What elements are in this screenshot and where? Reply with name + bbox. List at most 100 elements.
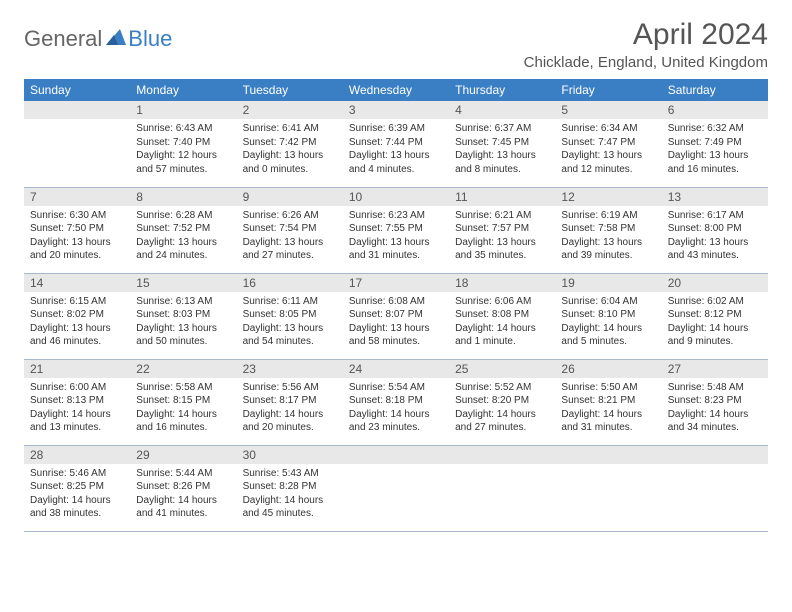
day-number: 14 bbox=[24, 274, 130, 292]
day-number: 30 bbox=[237, 446, 343, 464]
title-block: April 2024 Chicklade, England, United Ki… bbox=[524, 18, 768, 71]
sunrise-text: Sunrise: 6:04 AM bbox=[561, 295, 655, 309]
daylight-text-1: Daylight: 12 hours bbox=[136, 149, 230, 163]
sunrise-text: Sunrise: 6:34 AM bbox=[561, 122, 655, 136]
daylight-text-1: Daylight: 13 hours bbox=[349, 322, 443, 336]
calendar-day-cell: 11Sunrise: 6:21 AMSunset: 7:57 PMDayligh… bbox=[449, 187, 555, 273]
daylight-text-1: Daylight: 14 hours bbox=[668, 322, 762, 336]
weekday-header: Monday bbox=[130, 79, 236, 101]
day-body: Sunrise: 6:04 AMSunset: 8:10 PMDaylight:… bbox=[555, 292, 661, 352]
day-number: 15 bbox=[130, 274, 236, 292]
day-number: 1 bbox=[130, 101, 236, 119]
day-number: 21 bbox=[24, 360, 130, 378]
daylight-text-1: Daylight: 14 hours bbox=[136, 408, 230, 422]
sunrise-text: Sunrise: 6:30 AM bbox=[30, 209, 124, 223]
sunset-text: Sunset: 8:03 PM bbox=[136, 308, 230, 322]
daylight-text-2: and 20 minutes. bbox=[30, 249, 124, 263]
calendar-day-cell: 17Sunrise: 6:08 AMSunset: 8:07 PMDayligh… bbox=[343, 273, 449, 359]
daylight-text-1: Daylight: 14 hours bbox=[243, 494, 337, 508]
sunset-text: Sunset: 8:23 PM bbox=[668, 394, 762, 408]
daylight-text-2: and 0 minutes. bbox=[243, 163, 337, 177]
sunrise-text: Sunrise: 6:43 AM bbox=[136, 122, 230, 136]
daylight-text-2: and 27 minutes. bbox=[455, 421, 549, 435]
daylight-text-1: Daylight: 13 hours bbox=[668, 236, 762, 250]
sunrise-text: Sunrise: 6:21 AM bbox=[455, 209, 549, 223]
sunset-text: Sunset: 7:49 PM bbox=[668, 136, 762, 150]
sunset-text: Sunset: 8:00 PM bbox=[668, 222, 762, 236]
calendar-table: SundayMondayTuesdayWednesdayThursdayFrid… bbox=[24, 79, 768, 532]
daylight-text-1: Daylight: 13 hours bbox=[349, 236, 443, 250]
daylight-text-1: Daylight: 14 hours bbox=[30, 494, 124, 508]
day-number-empty bbox=[343, 446, 449, 464]
sunset-text: Sunset: 8:10 PM bbox=[561, 308, 655, 322]
sunrise-text: Sunrise: 6:08 AM bbox=[349, 295, 443, 309]
logo-text-general: General bbox=[24, 26, 102, 52]
daylight-text-1: Daylight: 14 hours bbox=[561, 408, 655, 422]
sunrise-text: Sunrise: 5:56 AM bbox=[243, 381, 337, 395]
day-number: 28 bbox=[24, 446, 130, 464]
day-number-empty bbox=[24, 101, 130, 119]
weekday-header: Wednesday bbox=[343, 79, 449, 101]
calendar-day-cell bbox=[662, 445, 768, 531]
daylight-text-2: and 43 minutes. bbox=[668, 249, 762, 263]
day-body: Sunrise: 6:28 AMSunset: 7:52 PMDaylight:… bbox=[130, 206, 236, 266]
calendar-day-cell: 7Sunrise: 6:30 AMSunset: 7:50 PMDaylight… bbox=[24, 187, 130, 273]
daylight-text-1: Daylight: 13 hours bbox=[136, 322, 230, 336]
sunrise-text: Sunrise: 5:52 AM bbox=[455, 381, 549, 395]
calendar-day-cell: 25Sunrise: 5:52 AMSunset: 8:20 PMDayligh… bbox=[449, 359, 555, 445]
day-body: Sunrise: 6:34 AMSunset: 7:47 PMDaylight:… bbox=[555, 119, 661, 179]
logo: General Blue bbox=[24, 26, 172, 52]
day-body: Sunrise: 5:43 AMSunset: 8:28 PMDaylight:… bbox=[237, 464, 343, 524]
day-number: 25 bbox=[449, 360, 555, 378]
sunset-text: Sunset: 8:26 PM bbox=[136, 480, 230, 494]
daylight-text-2: and 9 minutes. bbox=[668, 335, 762, 349]
day-number: 2 bbox=[237, 101, 343, 119]
calendar-day-cell: 27Sunrise: 5:48 AMSunset: 8:23 PMDayligh… bbox=[662, 359, 768, 445]
weekday-header: Thursday bbox=[449, 79, 555, 101]
daylight-text-2: and 12 minutes. bbox=[561, 163, 655, 177]
day-body: Sunrise: 6:17 AMSunset: 8:00 PMDaylight:… bbox=[662, 206, 768, 266]
day-body: Sunrise: 5:50 AMSunset: 8:21 PMDaylight:… bbox=[555, 378, 661, 438]
sunset-text: Sunset: 8:28 PM bbox=[243, 480, 337, 494]
daylight-text-1: Daylight: 13 hours bbox=[30, 322, 124, 336]
calendar-day-cell: 8Sunrise: 6:28 AMSunset: 7:52 PMDaylight… bbox=[130, 187, 236, 273]
daylight-text-2: and 31 minutes. bbox=[561, 421, 655, 435]
daylight-text-2: and 4 minutes. bbox=[349, 163, 443, 177]
day-body: Sunrise: 5:46 AMSunset: 8:25 PMDaylight:… bbox=[24, 464, 130, 524]
day-body: Sunrise: 6:15 AMSunset: 8:02 PMDaylight:… bbox=[24, 292, 130, 352]
daylight-text-1: Daylight: 13 hours bbox=[561, 149, 655, 163]
sunrise-text: Sunrise: 6:41 AM bbox=[243, 122, 337, 136]
daylight-text-2: and 20 minutes. bbox=[243, 421, 337, 435]
daylight-text-2: and 27 minutes. bbox=[243, 249, 337, 263]
day-body: Sunrise: 6:13 AMSunset: 8:03 PMDaylight:… bbox=[130, 292, 236, 352]
sunrise-text: Sunrise: 6:32 AM bbox=[668, 122, 762, 136]
day-number: 18 bbox=[449, 274, 555, 292]
sunset-text: Sunset: 7:40 PM bbox=[136, 136, 230, 150]
calendar-day-cell: 6Sunrise: 6:32 AMSunset: 7:49 PMDaylight… bbox=[662, 101, 768, 187]
day-number: 16 bbox=[237, 274, 343, 292]
daylight-text-1: Daylight: 14 hours bbox=[668, 408, 762, 422]
calendar-day-cell: 5Sunrise: 6:34 AMSunset: 7:47 PMDaylight… bbox=[555, 101, 661, 187]
daylight-text-1: Daylight: 14 hours bbox=[136, 494, 230, 508]
sunrise-text: Sunrise: 6:02 AM bbox=[668, 295, 762, 309]
daylight-text-1: Daylight: 13 hours bbox=[349, 149, 443, 163]
day-body: Sunrise: 6:21 AMSunset: 7:57 PMDaylight:… bbox=[449, 206, 555, 266]
sunset-text: Sunset: 7:44 PM bbox=[349, 136, 443, 150]
sunset-text: Sunset: 7:42 PM bbox=[243, 136, 337, 150]
daylight-text-1: Daylight: 14 hours bbox=[455, 322, 549, 336]
calendar-day-cell: 9Sunrise: 6:26 AMSunset: 7:54 PMDaylight… bbox=[237, 187, 343, 273]
day-number: 20 bbox=[662, 274, 768, 292]
day-number: 23 bbox=[237, 360, 343, 378]
day-number: 22 bbox=[130, 360, 236, 378]
sunrise-text: Sunrise: 6:19 AM bbox=[561, 209, 655, 223]
daylight-text-2: and 58 minutes. bbox=[349, 335, 443, 349]
month-title: April 2024 bbox=[524, 18, 768, 52]
daylight-text-2: and 41 minutes. bbox=[136, 507, 230, 521]
calendar-day-cell bbox=[449, 445, 555, 531]
sunset-text: Sunset: 8:12 PM bbox=[668, 308, 762, 322]
calendar-week-row: 28Sunrise: 5:46 AMSunset: 8:25 PMDayligh… bbox=[24, 445, 768, 531]
day-body: Sunrise: 6:43 AMSunset: 7:40 PMDaylight:… bbox=[130, 119, 236, 179]
day-number: 5 bbox=[555, 101, 661, 119]
sunset-text: Sunset: 8:07 PM bbox=[349, 308, 443, 322]
sunset-text: Sunset: 7:45 PM bbox=[455, 136, 549, 150]
